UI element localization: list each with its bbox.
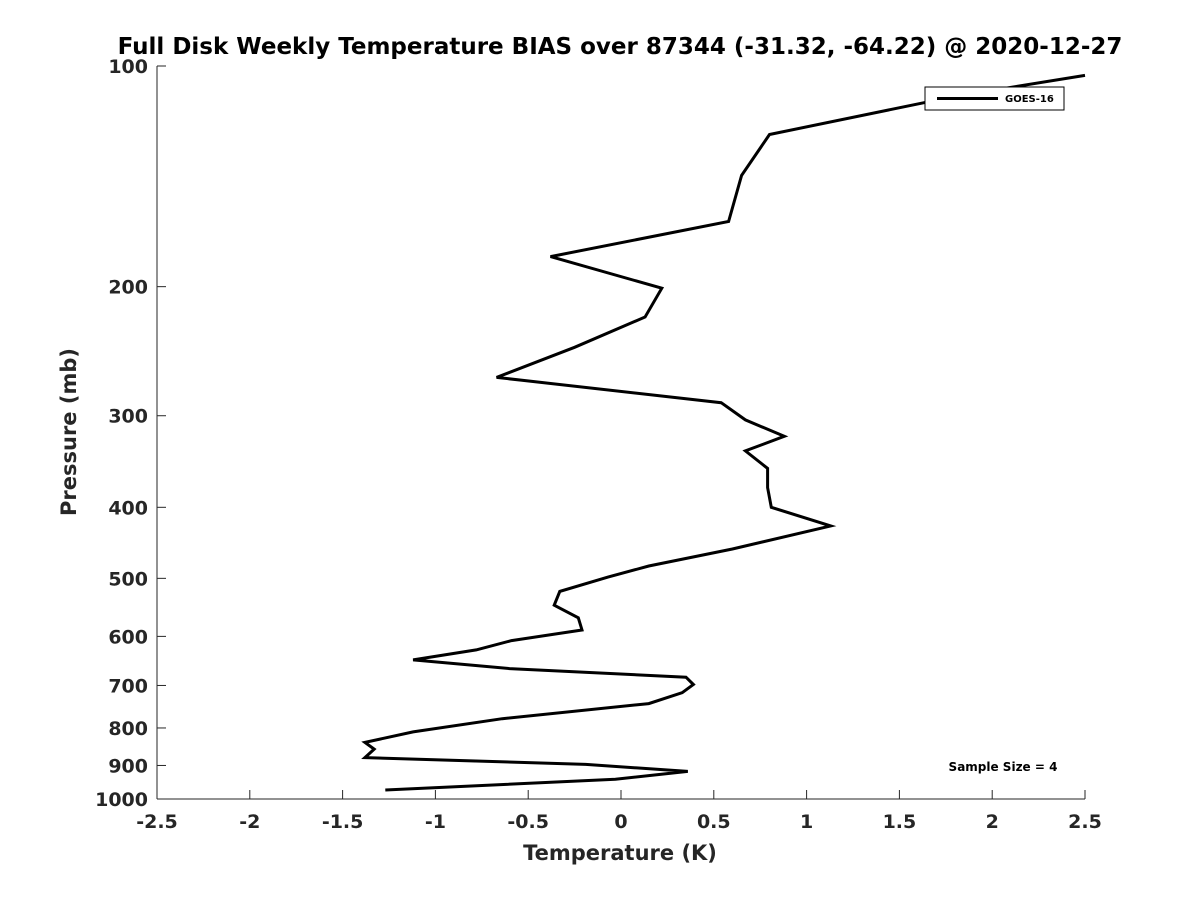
y-tick-label: 100	[108, 56, 148, 78]
x-tick-label: 1	[800, 811, 813, 833]
chart-title: Full Disk Weekly Temperature BIAS over 8…	[118, 34, 1123, 60]
x-tick-label: -1.5	[322, 811, 364, 833]
y-axis-label: Pressure (mb)	[57, 348, 81, 516]
x-tick-label: -2.5	[136, 811, 178, 833]
x-tick-label: -1	[425, 811, 446, 833]
x-tick-label: 0	[614, 811, 627, 833]
x-tick-label: 2.5	[1068, 811, 1102, 833]
x-tick-label: 2	[986, 811, 999, 833]
y-tick-label: 200	[108, 277, 148, 299]
series-line-goes-16	[361, 73, 1086, 792]
y-tick-label: 300	[108, 406, 148, 428]
sample-size-annotation: Sample Size = 4	[949, 760, 1058, 774]
y-tick-label: 1000	[95, 789, 148, 811]
y-tick-label: 900	[108, 755, 148, 777]
axes	[156, 66, 1085, 800]
legend-label-goes-16: GOES-16	[1005, 94, 1054, 105]
y-tick-label: 400	[108, 497, 148, 519]
x-axis-label: Temperature (K)	[523, 841, 717, 865]
x-tick-label: 0.5	[697, 811, 731, 833]
y-tick-label: 500	[108, 568, 148, 590]
y-tick-label: 700	[108, 675, 148, 697]
x-tick-label: -0.5	[507, 811, 549, 833]
x-axis-ticks: -2.5 -2 -1.5 -1 -0.5 0 0.5 1 1.5 2 2.5	[136, 790, 1102, 833]
legend: GOES-16	[924, 86, 1065, 111]
x-tick-label: -2	[239, 811, 260, 833]
y-axis-ticks: 100 200 300 400 500 600 700 800 900 1000	[95, 56, 166, 811]
y-tick-label: 600	[108, 626, 148, 648]
series-lines	[361, 73, 1086, 792]
x-tick-label: 1.5	[883, 811, 917, 833]
y-tick-label: 800	[108, 718, 148, 740]
